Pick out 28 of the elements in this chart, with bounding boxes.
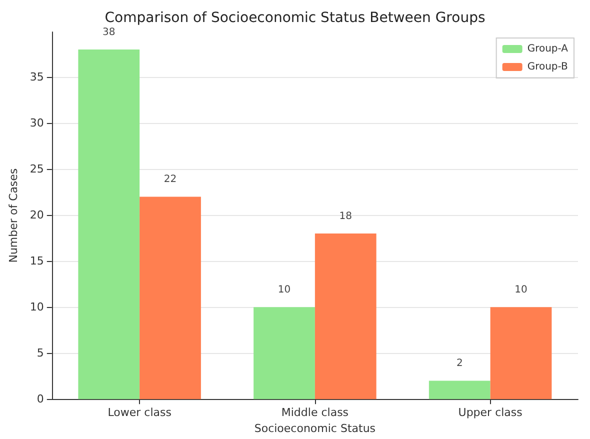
y-tick-label: 0 <box>36 392 44 406</box>
y-tick-label: 30 <box>30 116 44 130</box>
chart-title: Comparison of Socioeconomic Status Between Groups <box>104 10 486 26</box>
data-label: 18 <box>339 210 352 222</box>
x-axis-title: Socioeconomic Status <box>254 422 376 435</box>
bar <box>140 196 201 400</box>
bar <box>490 307 552 400</box>
y-axis-title: Number of Cases <box>7 168 20 263</box>
data-label: 2 <box>456 358 463 370</box>
y-tick-label: 25 <box>30 162 44 176</box>
data-label: 10 <box>278 284 291 296</box>
y-tick-label: 5 <box>36 346 44 360</box>
legend-label: Group-A <box>527 44 568 54</box>
data-label: 10 <box>514 284 528 296</box>
bar <box>254 307 315 400</box>
y-tick-label: 35 <box>30 70 44 84</box>
y-tick-label: 10 <box>30 300 44 314</box>
data-label: 38 <box>102 26 116 38</box>
bar <box>78 49 140 400</box>
bar <box>428 380 490 400</box>
y-tick-label: 20 <box>30 208 44 222</box>
x-tick-label: Upper class <box>458 406 523 420</box>
y-tick-label: 15 <box>30 254 44 268</box>
bar <box>314 233 376 400</box>
data-label: 22 <box>164 174 177 186</box>
x-tick-label: Lower class <box>108 406 172 420</box>
legend-label: Group-B <box>527 62 568 72</box>
x-tick-label: Middle class <box>281 406 349 420</box>
